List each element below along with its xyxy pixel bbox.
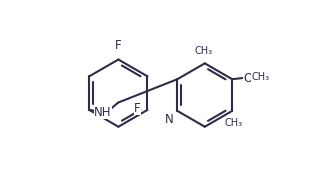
Text: N: N — [165, 113, 174, 126]
Text: F: F — [115, 39, 122, 52]
Text: CH₃: CH₃ — [224, 118, 242, 128]
Text: CH₃: CH₃ — [195, 46, 213, 56]
Text: CH₃: CH₃ — [251, 72, 269, 82]
Text: O: O — [243, 72, 252, 84]
Text: F: F — [134, 103, 141, 115]
Text: NH: NH — [95, 106, 112, 119]
